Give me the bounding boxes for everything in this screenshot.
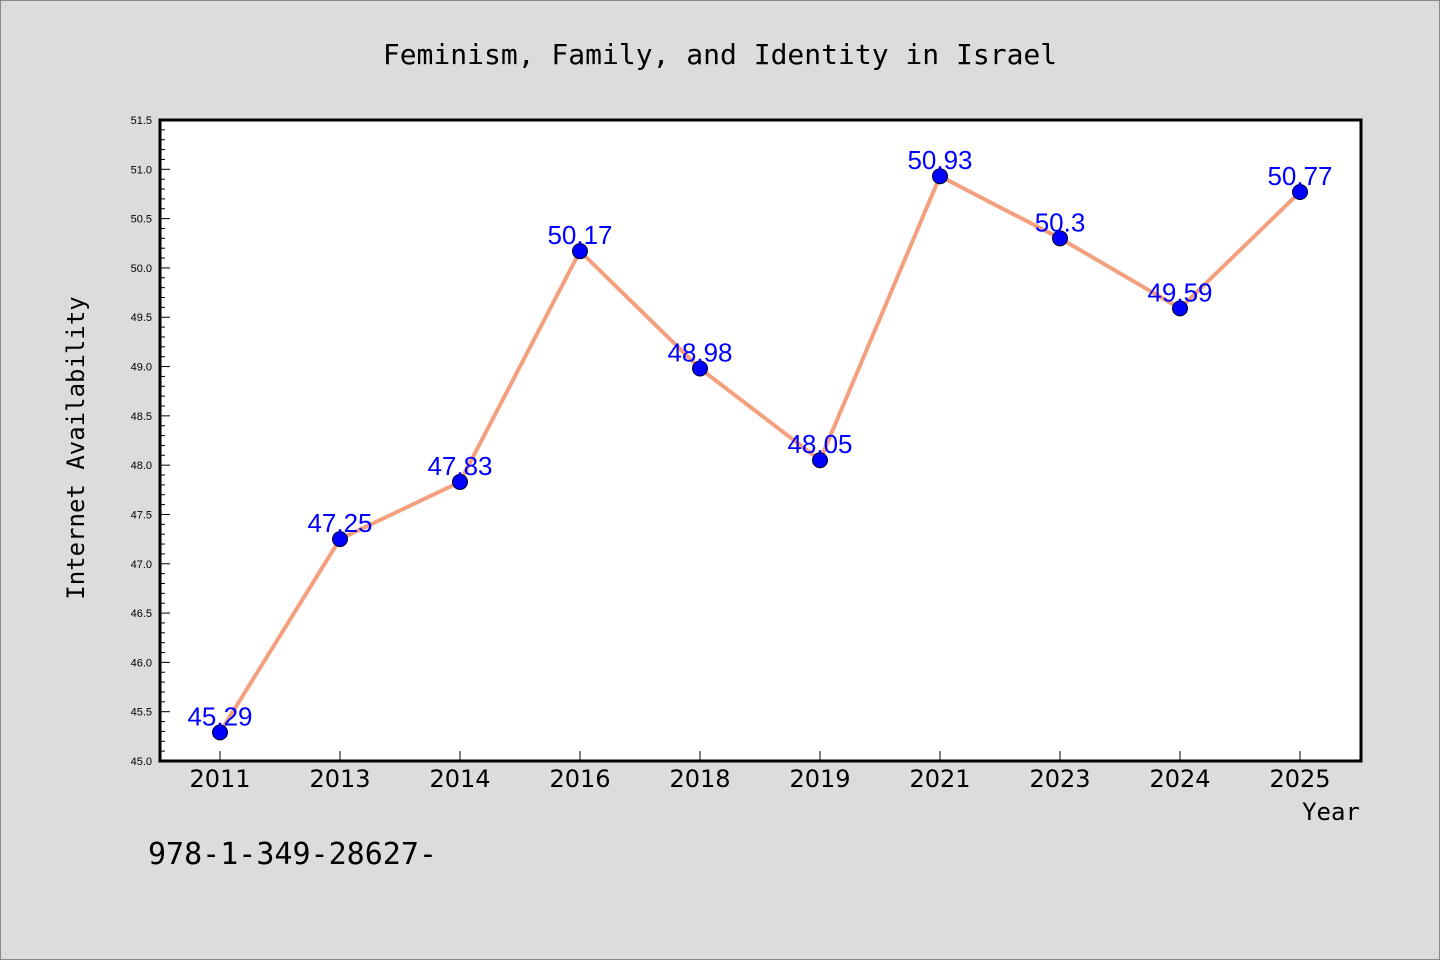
data-point-marker <box>932 168 948 185</box>
data-point-marker <box>452 473 468 490</box>
y-tick-label: 49.5 <box>131 312 152 324</box>
data-label: 50.17 <box>547 220 612 250</box>
data-label: 47.83 <box>427 451 492 481</box>
y-tick-label: 48.5 <box>131 411 152 423</box>
data-label: 50.93 <box>907 145 972 175</box>
data-point-marker <box>812 452 828 469</box>
data-point-marker <box>572 243 588 260</box>
x-axis: 2011 2013 2014 2016 2018 2019 2021 2023 2024 2025 <box>189 751 1331 793</box>
x-tick-label: 2024 <box>1149 765 1210 793</box>
series-line <box>218 174 1302 734</box>
y-tick-label: 51.0 <box>131 164 152 176</box>
y-tick-label: 49.0 <box>131 362 152 374</box>
y-tick-label: 47.5 <box>131 509 152 521</box>
x-tick-label: 2025 <box>1269 765 1330 793</box>
y-tick-label: 51.5 <box>131 115 152 127</box>
data-point-marker <box>212 724 228 741</box>
data-point-marker <box>332 531 348 548</box>
data-point-marker <box>1052 230 1068 247</box>
y-tick-label: 47.0 <box>131 559 152 571</box>
y-axis: 45.0 45.5 46.0 46.5 47.0 47.5 48.0 48.5 49.0 49.5… <box>131 115 170 768</box>
chart-title: Feminism, Family, and Identity in Israel <box>383 38 1057 71</box>
series-markers <box>212 168 1308 741</box>
data-labels: 45.29 47.25 47.83 50.17 48.98 48.05 50.93 50.3 4… <box>187 145 1332 731</box>
x-tick-label: 2016 <box>549 765 610 793</box>
y-tick-label: 46.5 <box>131 608 152 620</box>
y-tick-label: 45.0 <box>131 756 152 768</box>
data-label: 47.25 <box>307 508 372 538</box>
x-tick-label: 2019 <box>789 765 850 793</box>
plot-area <box>158 118 1363 763</box>
data-label: 48.05 <box>787 429 852 459</box>
y-tick-label: 46.0 <box>131 657 152 669</box>
x-tick-label: 2014 <box>429 765 490 793</box>
data-point-marker <box>692 360 708 377</box>
x-tick-label: 2011 <box>189 765 250 793</box>
data-label: 48.98 <box>667 338 732 368</box>
x-tick-label: 2023 <box>1029 765 1090 793</box>
y-tick-label: 50.5 <box>131 214 152 226</box>
data-point-marker <box>1292 183 1308 200</box>
x-tick-label: 2021 <box>909 765 970 793</box>
x-tick-label: 2013 <box>309 765 370 793</box>
y-tick-label: 48.0 <box>131 460 152 472</box>
data-label: 49.59 <box>1147 277 1212 307</box>
x-tick-label: 2018 <box>669 765 730 793</box>
y-axis-label: Internet Availability <box>62 296 90 599</box>
x-axis-label: Year <box>1302 798 1360 826</box>
data-label: 50.77 <box>1267 161 1332 191</box>
data-label: 50.3 <box>1035 207 1086 237</box>
data-point-marker <box>1172 300 1188 317</box>
data-label: 45.29 <box>187 701 252 731</box>
y-tick-label: 50.0 <box>131 263 152 275</box>
y-tick-label: 45.5 <box>131 707 152 719</box>
footnote-text: 978-1-349-28627- <box>148 837 437 872</box>
